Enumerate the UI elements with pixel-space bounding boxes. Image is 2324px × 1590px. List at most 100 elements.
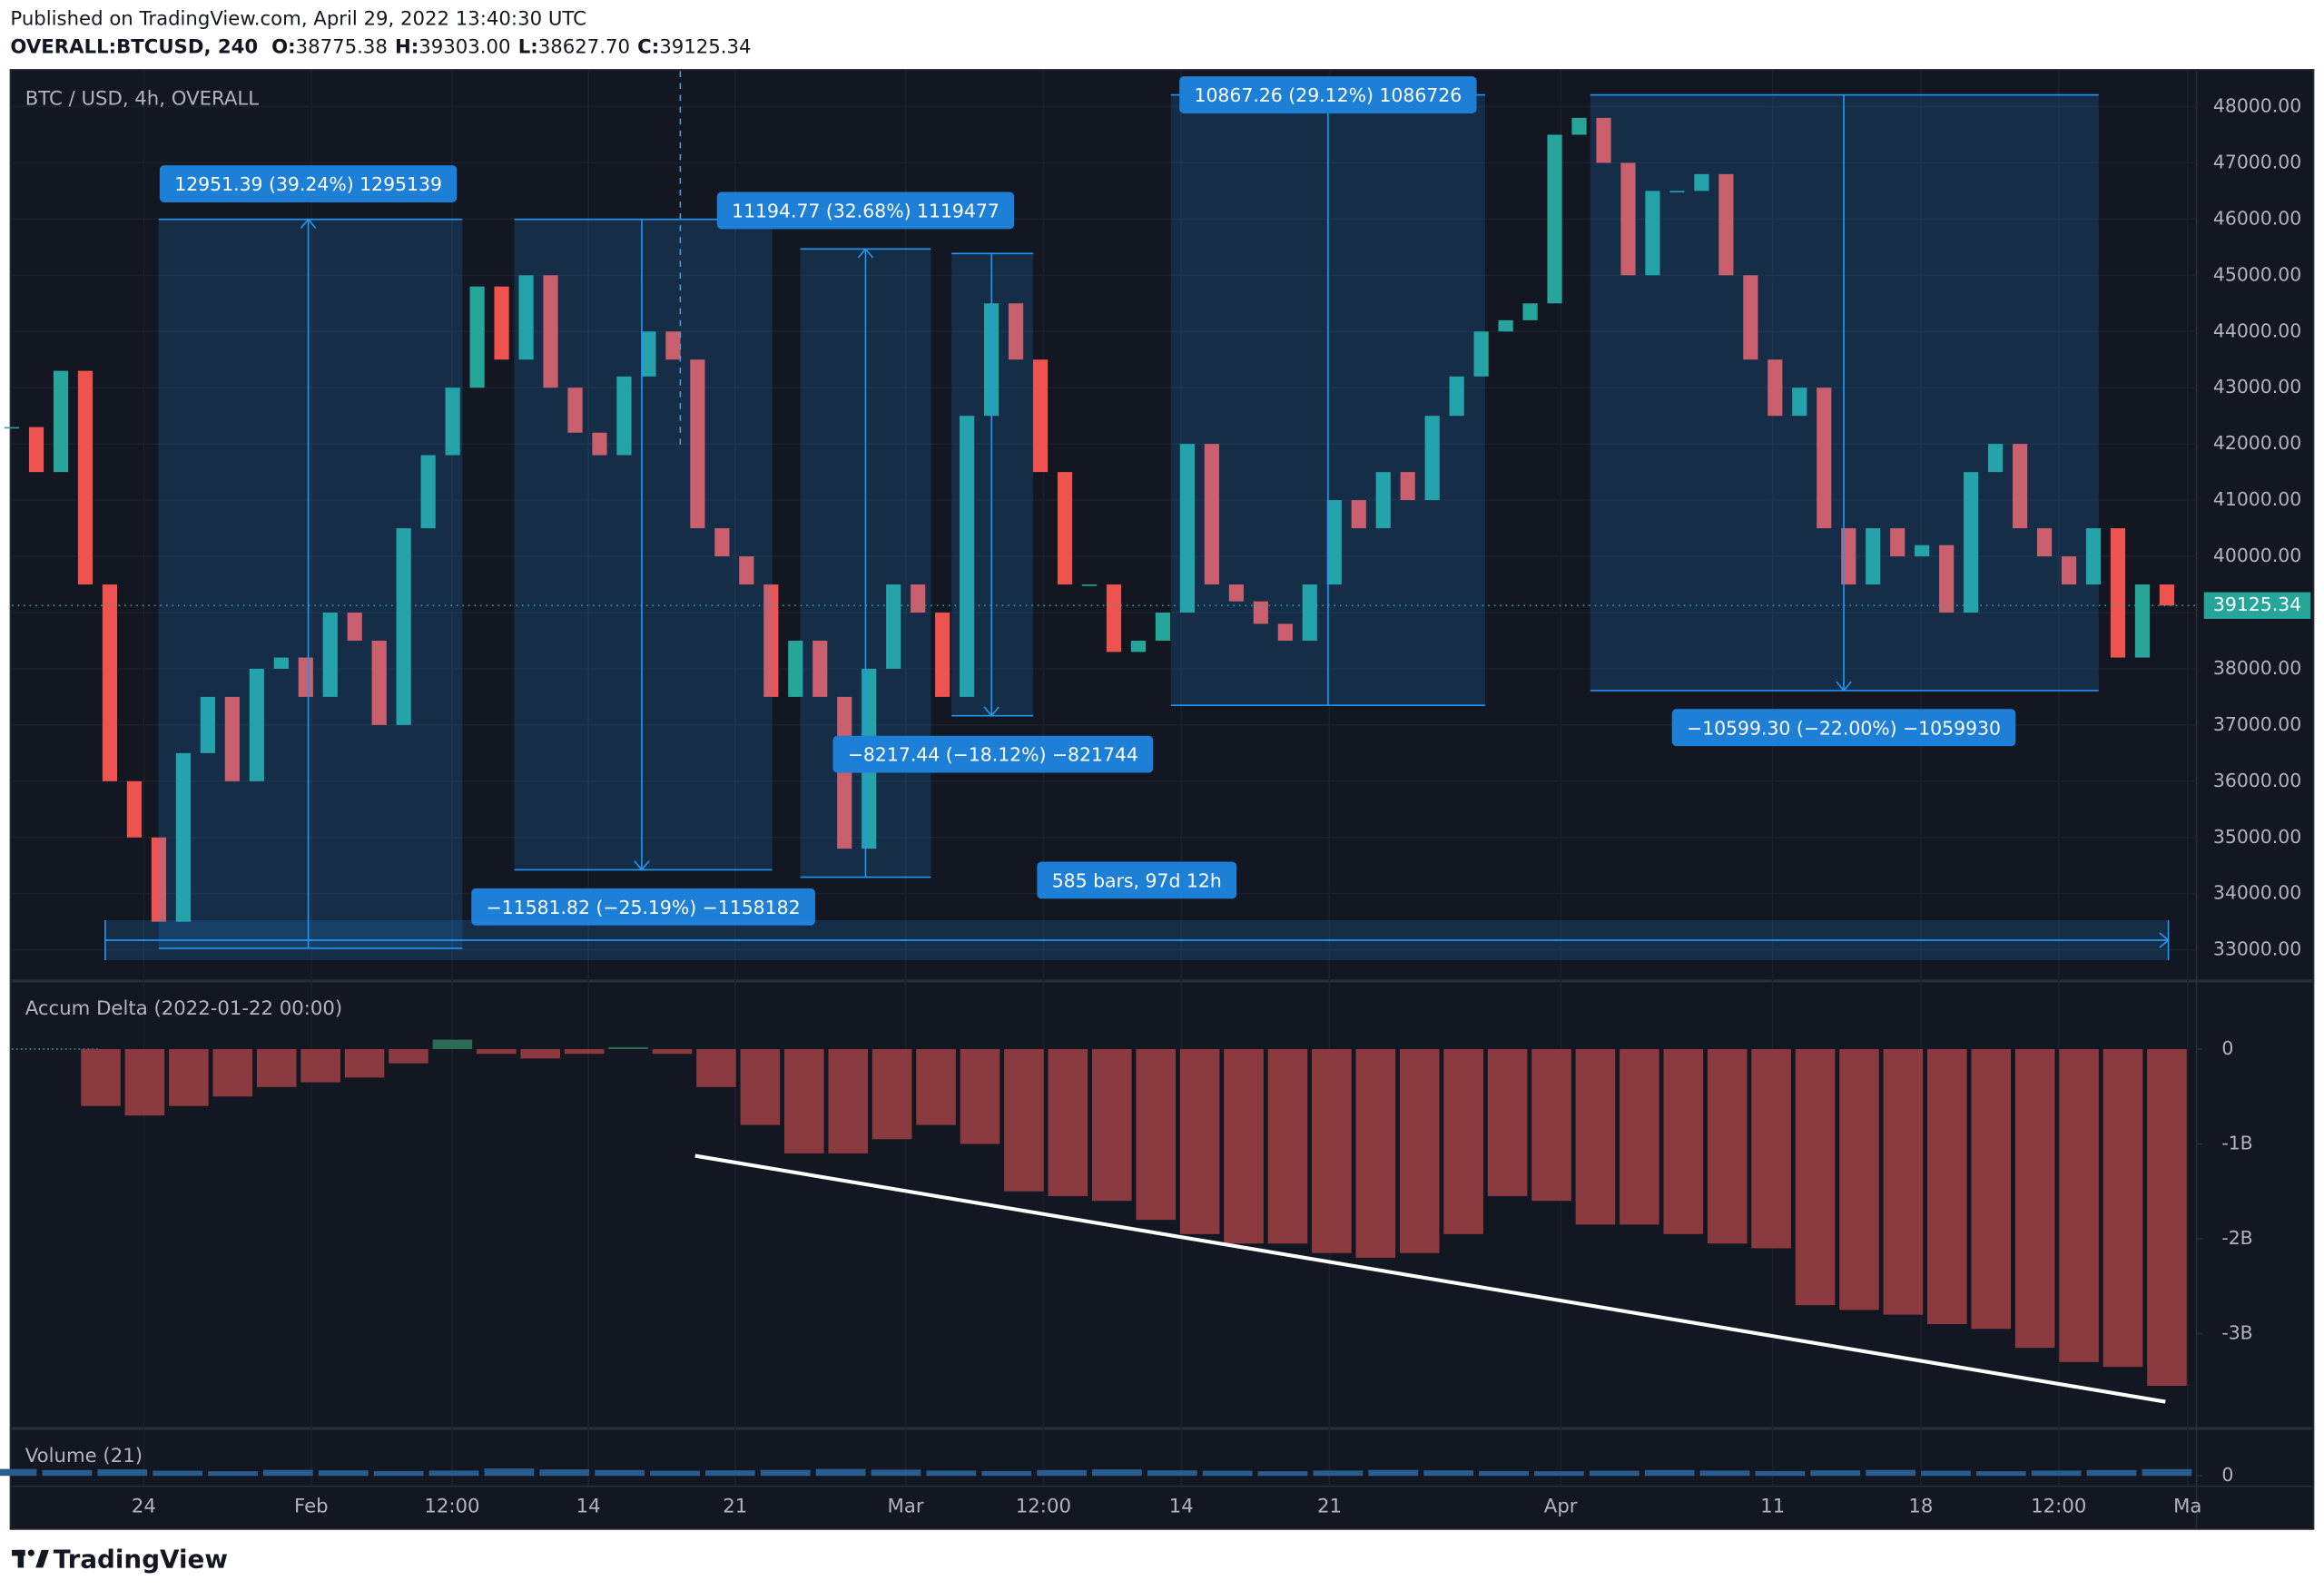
brand-logo bbox=[12, 1549, 49, 1568]
delta-bar bbox=[1443, 1048, 1483, 1234]
volume-bar bbox=[153, 1470, 203, 1477]
candle-body bbox=[494, 286, 509, 360]
delta-bar bbox=[1048, 1048, 1088, 1196]
y-tick-label: 42000.00 bbox=[2213, 432, 2301, 454]
candle-body bbox=[2036, 528, 2053, 557]
measure-label-bg bbox=[832, 735, 1154, 773]
grid bbox=[12, 71, 2203, 1487]
volume-bar bbox=[1313, 1470, 1364, 1477]
candle-body bbox=[420, 455, 436, 529]
measure-label: −11581.82 (−25.19%) −1158182 bbox=[487, 897, 801, 918]
candle-body bbox=[1326, 500, 1342, 585]
delta-bar bbox=[1575, 1048, 1616, 1225]
volume-bar bbox=[318, 1470, 369, 1477]
delta-bar bbox=[2014, 1048, 2055, 1349]
candle-body bbox=[543, 275, 558, 388]
ohlc-value: 39125.34 bbox=[659, 35, 751, 58]
volume-bar bbox=[1975, 1471, 2026, 1477]
delta-bar bbox=[1267, 1048, 1308, 1244]
candle-body bbox=[1792, 388, 1807, 417]
delta-bar bbox=[1399, 1048, 1440, 1253]
candle-body bbox=[1424, 416, 1440, 501]
candle-body bbox=[1817, 388, 1832, 529]
candle-body bbox=[175, 752, 191, 922]
delta-bar bbox=[960, 1048, 1000, 1144]
candle-body bbox=[224, 696, 240, 781]
candle-body bbox=[788, 640, 803, 697]
delta-bar bbox=[124, 1048, 165, 1116]
candle-body bbox=[1890, 528, 1905, 557]
delta-bar bbox=[1663, 1048, 1704, 1234]
candle-body bbox=[837, 696, 852, 849]
delta-bar bbox=[1136, 1048, 1176, 1221]
marks bbox=[0, 117, 2197, 1477]
candle-body bbox=[1939, 545, 1955, 613]
delta-bar bbox=[652, 1048, 693, 1055]
candle-body bbox=[1988, 444, 2004, 473]
arrow-head bbox=[300, 218, 317, 230]
y-tick-label: 40000.00 bbox=[2213, 545, 2301, 566]
delta-bar bbox=[2102, 1048, 2143, 1368]
volume-bar bbox=[2086, 1469, 2137, 1477]
candle-body bbox=[1155, 612, 1171, 641]
arrow-head bbox=[983, 706, 1000, 717]
measure-label: 585 bars, 97d 12h bbox=[1052, 870, 1222, 892]
measure-box bbox=[951, 253, 1033, 716]
candle-body bbox=[1228, 584, 1244, 602]
delta-bar bbox=[1531, 1048, 1571, 1202]
candle-body bbox=[1964, 472, 1979, 613]
candle-body bbox=[567, 388, 583, 433]
ohlc-value: 39303.00 bbox=[419, 35, 510, 58]
y-tick-label: -3B bbox=[2221, 1321, 2252, 1343]
x-tick-label: 24 bbox=[132, 1495, 156, 1517]
volume-bar bbox=[1202, 1470, 1253, 1477]
x-tick-label: Mar bbox=[888, 1495, 924, 1517]
x-tick-label: Apr bbox=[1544, 1495, 1578, 1517]
trend-line bbox=[694, 1153, 2166, 1404]
candle-body bbox=[1253, 601, 1268, 624]
volume-bar bbox=[1921, 1470, 1971, 1477]
measure-label-bg bbox=[716, 191, 1015, 230]
volume-bar bbox=[650, 1470, 700, 1477]
candle-body bbox=[690, 359, 705, 529]
symbol: OVERALL:BTCUSD, 240 bbox=[10, 35, 258, 58]
measure-label: 11194.77 (32.68%) 1119477 bbox=[732, 201, 1000, 222]
candle-body bbox=[1449, 376, 1464, 417]
candle-body bbox=[1302, 584, 1317, 641]
candle-body bbox=[77, 370, 94, 585]
candle-body bbox=[1351, 500, 1366, 529]
y-tick-label: 45000.00 bbox=[2213, 263, 2301, 285]
volume-bar bbox=[760, 1469, 811, 1477]
volume-bar bbox=[97, 1469, 148, 1477]
volume-bar bbox=[1092, 1469, 1142, 1477]
delta-bar bbox=[1091, 1048, 1132, 1202]
candle-body bbox=[1008, 303, 1024, 360]
footer-background bbox=[0, 1530, 2324, 1590]
delta-bar bbox=[300, 1048, 340, 1083]
x-tick-label: 12:00 bbox=[2031, 1495, 2086, 1517]
volume-bar bbox=[595, 1469, 645, 1477]
y-tick-label: 41000.00 bbox=[2213, 488, 2301, 510]
delta-bar bbox=[477, 1048, 517, 1055]
candle-body bbox=[2061, 556, 2077, 585]
delta-bar bbox=[916, 1048, 956, 1125]
candle-body bbox=[4, 427, 20, 429]
volume-bar bbox=[2031, 1470, 2082, 1477]
x-tick-label: 21 bbox=[1317, 1495, 1342, 1517]
candle-body bbox=[249, 668, 264, 781]
x-tick-label: 12:00 bbox=[1016, 1495, 1071, 1517]
candle-body bbox=[126, 780, 143, 838]
arrow-head bbox=[2159, 932, 2170, 948]
delta-pane-title: Accum Delta (2022-01-22 00:00) bbox=[25, 997, 342, 1020]
y-tick-label: 48000.00 bbox=[2213, 94, 2301, 116]
x-tick-label: Ma bbox=[2173, 1495, 2201, 1517]
candle-body bbox=[1081, 584, 1098, 586]
candle-body bbox=[1522, 303, 1538, 320]
delta-bar bbox=[432, 1039, 473, 1049]
measure-label-bg bbox=[1179, 76, 1477, 113]
measure-label-bg bbox=[471, 888, 815, 926]
volume-bar bbox=[1147, 1470, 1197, 1477]
candle-body bbox=[2110, 528, 2126, 658]
volume-pane-title: Volume (21) bbox=[25, 1445, 143, 1467]
candle-body bbox=[1277, 623, 1293, 641]
